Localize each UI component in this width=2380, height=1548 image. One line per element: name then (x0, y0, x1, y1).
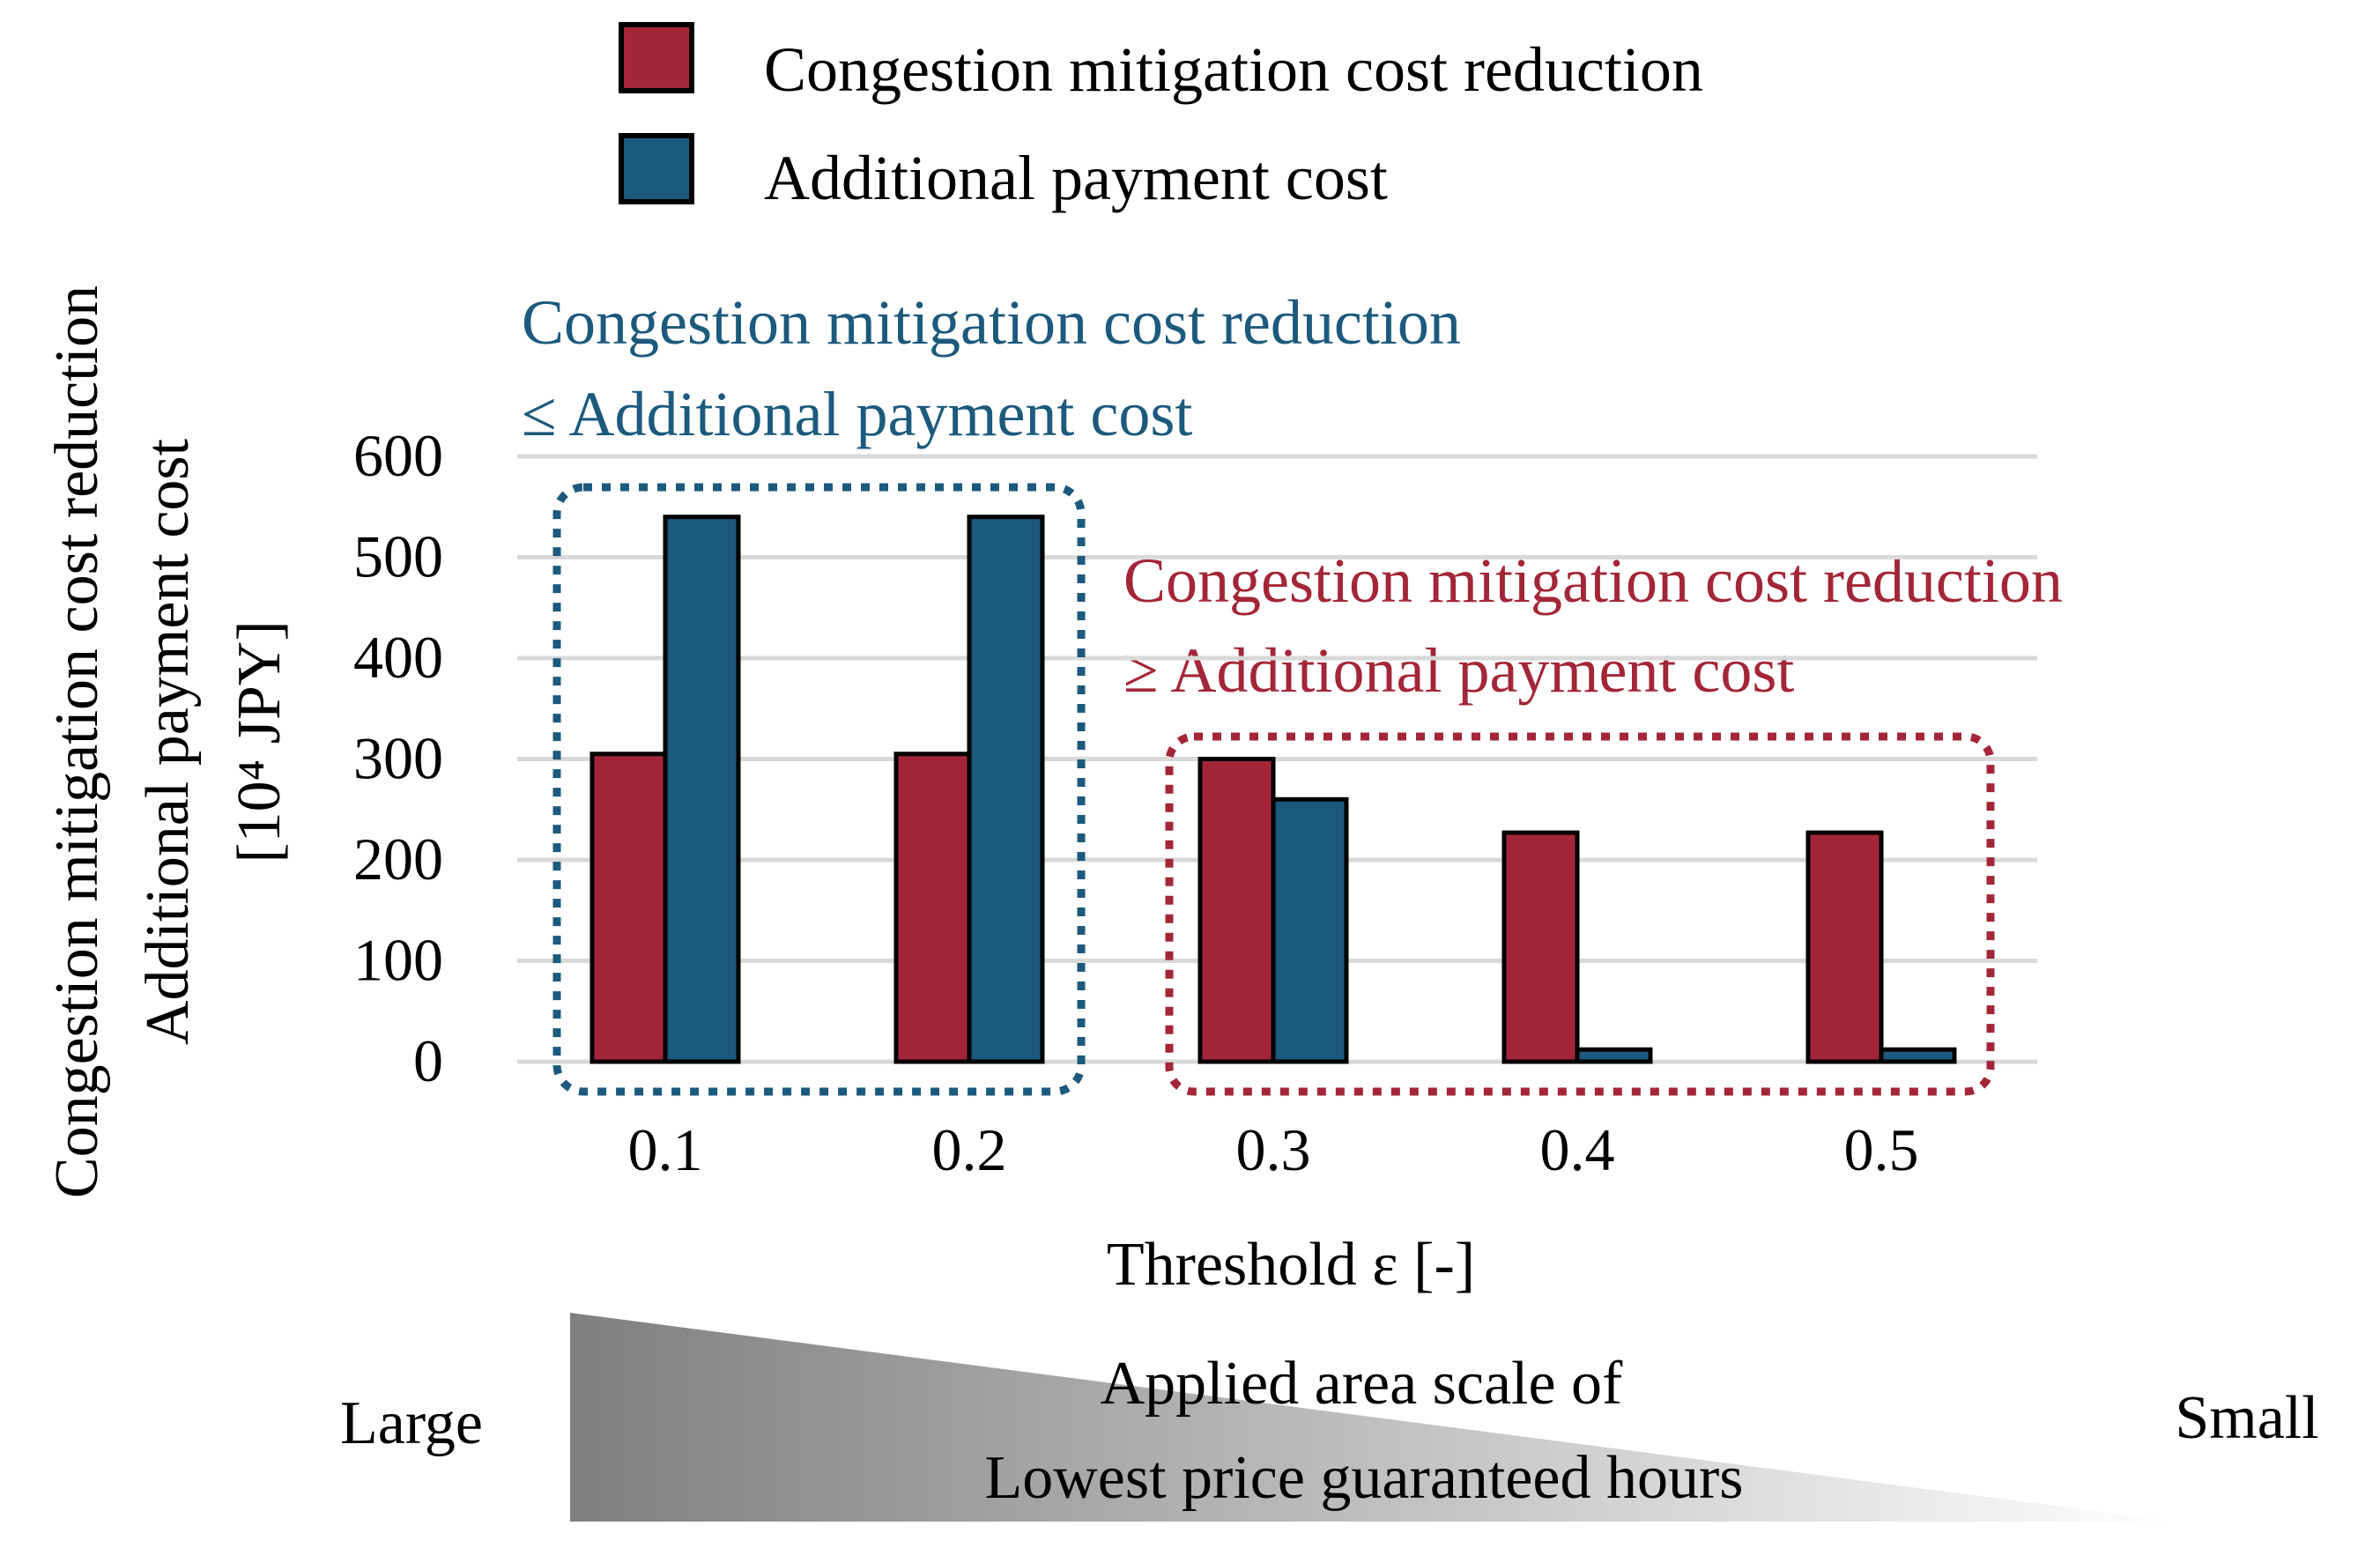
y-tick-label: 200 (353, 826, 443, 893)
x-axis-title: Threshold ε [-] (1107, 1231, 1475, 1299)
bar-payment-0.2 (967, 515, 1045, 1064)
legend-swatch-reduction (619, 22, 694, 93)
y-axis-title-line3: [10⁴ JPY] (226, 620, 293, 863)
bar-payment-0.3 (1271, 796, 1349, 1064)
group-box-right (1165, 732, 1995, 1096)
area-scale: Applied area scale of Lowest price guara… (340, 1313, 2319, 1522)
x-tick-label: 0.1 (628, 1116, 703, 1183)
x-axis-ticks: 0.1 0.2 0.3 0.4 0.5 (628, 1116, 1919, 1183)
area-scale-large-label: Large (340, 1389, 483, 1457)
y-tick-label: 100 (353, 927, 443, 994)
area-scale-title-line2: Lowest price guaranteed hours (984, 1444, 1743, 1512)
bar-reduction-0.5 (1805, 830, 1884, 1064)
y-axis-title-line1: Congestion mitigation cost reduction (43, 285, 111, 1198)
legend-label-payment: Additional payment cost (764, 143, 1388, 213)
annotation-right: Congestion mitigation cost reduction ≥ A… (1123, 545, 2063, 706)
legend-item-reduction: Congestion mitigation cost reduction (619, 22, 1703, 105)
annotation-left: Congestion mitigation cost reduction ≤ A… (522, 287, 1461, 449)
y-tick-label: 600 (353, 422, 443, 489)
bars (589, 515, 1957, 1064)
y-tick-label: 500 (353, 523, 443, 590)
x-tick-label: 0.3 (1236, 1116, 1311, 1183)
x-tick-label: 0.2 (932, 1116, 1007, 1183)
legend: Congestion mitigation cost reduction Add… (619, 22, 1703, 213)
y-axis-title: Congestion mitigation cost reduction Add… (43, 285, 293, 1198)
bar-payment-0.4 (1575, 1047, 1653, 1064)
y-tick-label: 300 (353, 725, 443, 792)
bar-reduction-0.3 (1197, 757, 1276, 1064)
bar-reduction-0.1 (589, 752, 668, 1064)
bar-reduction-0.2 (893, 752, 972, 1064)
area-scale-title-line1: Applied area scale of (1101, 1350, 1623, 1418)
y-tick-label: 400 (353, 624, 443, 691)
bar-payment-0.1 (663, 515, 741, 1064)
bar-reduction-0.4 (1501, 830, 1580, 1064)
annotation-left-line1: Congestion mitigation cost reduction (522, 287, 1461, 358)
bar-payment-0.5 (1879, 1047, 1957, 1064)
annotation-right-line2: ≥ Additional payment cost (1123, 635, 1794, 706)
y-axis-ticks: 0 100 200 300 400 500 600 (353, 422, 443, 1094)
y-axis-title-line2: Additional payment cost (134, 438, 202, 1045)
area-scale-small-label: Small (2175, 1384, 2318, 1452)
annotation-left-line2: ≤ Additional payment cost (522, 379, 1192, 449)
legend-item-payment: Additional payment cost (619, 133, 1388, 213)
x-tick-label: 0.4 (1540, 1116, 1615, 1183)
group-box-left (552, 483, 1086, 1096)
area-scale-wedge (570, 1313, 2176, 1522)
legend-label-reduction: Congestion mitigation cost reduction (764, 34, 1703, 105)
legend-swatch-payment (619, 133, 694, 204)
x-tick-label: 0.5 (1844, 1116, 1919, 1183)
y-tick-label: 0 (413, 1027, 443, 1094)
